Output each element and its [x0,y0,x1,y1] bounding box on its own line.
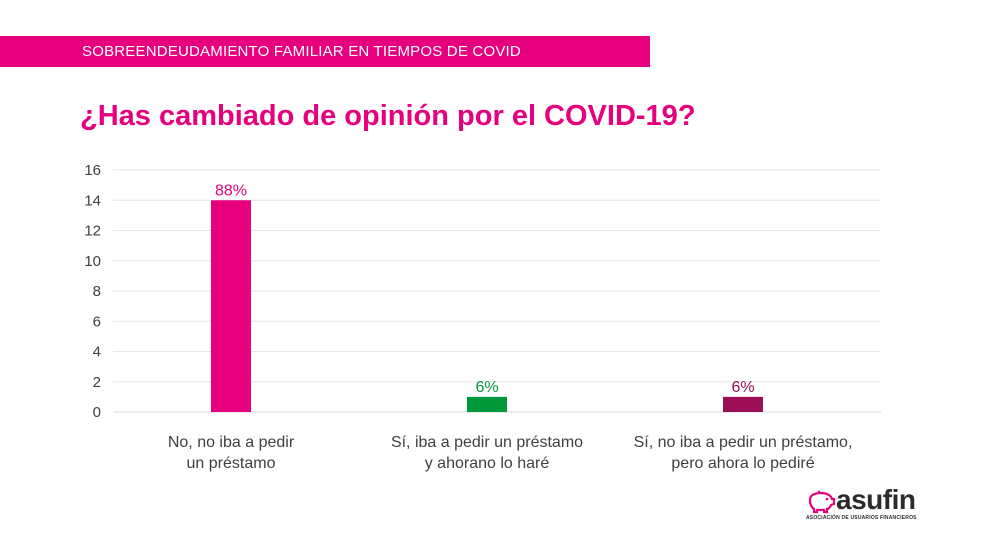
bar [723,396,763,412]
bar [211,200,251,412]
y-tick-label: 10 [84,253,101,270]
y-tick-label: 0 [93,404,101,421]
y-tick-label: 16 [84,162,101,179]
logo-wordmark: asufin [836,484,916,515]
x-category-label: Sí, no iba a pedir un préstamo, [634,434,853,451]
banner-text: SOBREENDEUDAMIENTO FAMILIAR EN TIEMPOS D… [82,43,521,60]
piggy-bank-icon [808,490,836,514]
data-label: 6% [475,379,498,396]
bar [467,396,507,412]
y-tick-label: 14 [84,192,101,209]
x-category-label: y ahorano lo haré [425,455,550,472]
x-category-label: un préstamo [187,455,276,472]
data-label: 88% [215,182,247,199]
bar-chart: 0 2 4 6 8 10 12 14 16 88% No, no iba a pedir un pré… [84,162,881,472]
data-label: 6% [731,379,754,396]
x-category-label: Sí, iba a pedir un préstamo [391,434,583,451]
y-tick-label: 8 [93,283,101,300]
x-category-label: No, no iba a pedir [168,434,295,451]
logo-subtitle: ASOCIACIÓN DE USUARIOS FINANCIEROS [806,515,917,521]
y-tick-label: 4 [93,344,101,361]
page-title: ¿Has cambiado de opinión por el COVID-19… [80,100,696,132]
section-banner: SOBREENDEUDAMIENTO FAMILIAR EN TIEMPOS D… [0,36,650,67]
y-tick-label: 6 [93,313,101,330]
asufin-logo: asufin ASOCIACIÓN DE USUARIOS FINANCIERO… [806,484,917,526]
x-category-label: pero ahora lo pediré [671,455,814,472]
y-tick-label: 12 [84,223,101,240]
y-tick-label: 2 [93,374,101,391]
